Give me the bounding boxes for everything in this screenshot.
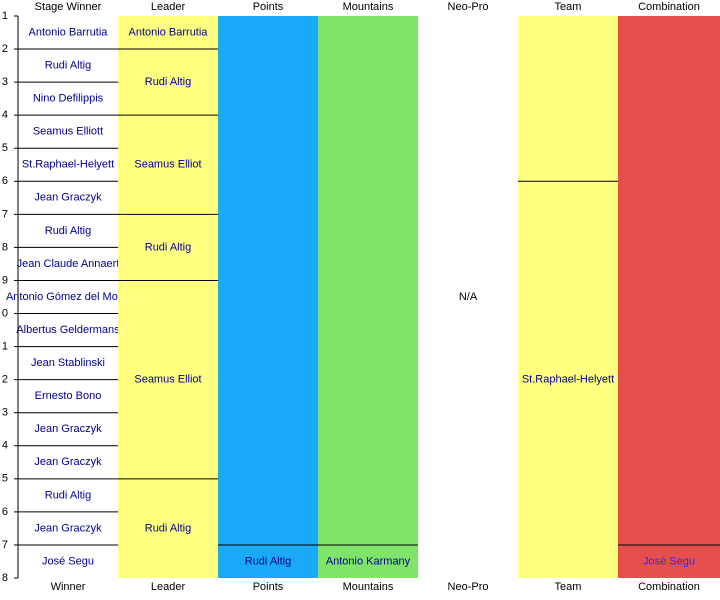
column-footer: Neo-Pro (448, 581, 489, 593)
row-label: 3 (2, 76, 8, 88)
cell-label: Seamus Elliott (33, 126, 103, 138)
cell-label: Seamus Elliot (134, 159, 201, 171)
row-label: 1 (2, 340, 8, 352)
column-header: Leader (151, 1, 186, 13)
cell-label: Rudi Altig (145, 522, 191, 534)
cell-label: Antonio Gómez del Moral (6, 291, 130, 303)
cell-label: José Segu (42, 555, 94, 567)
cell-label: N/A (459, 291, 478, 303)
cell-label: Rudi Altig (245, 555, 291, 567)
cell-label: Rudi Altig (45, 59, 91, 71)
row-label: 7 (2, 208, 8, 220)
cell-label: Jean Claude Annaert (17, 258, 120, 270)
column-header: Neo-Pro (448, 1, 489, 13)
column-bg (318, 16, 418, 578)
row-label: 5 (2, 473, 8, 485)
column-footer: Leader (151, 581, 186, 593)
cell-label: Seamus Elliot (134, 374, 201, 386)
column-footer: Combination (638, 581, 700, 593)
column-bg (418, 16, 518, 578)
row-label: 4 (2, 440, 8, 452)
column-bg (618, 16, 720, 578)
row-label: 2 (2, 374, 8, 386)
column-footer: Team (555, 581, 582, 593)
cell-label: Rudi Altig (145, 241, 191, 253)
cell-label: Rudi Altig (45, 225, 91, 237)
column-header: Combination (638, 1, 700, 13)
cell-label: Ernesto Bono (35, 390, 102, 402)
column-bg (118, 16, 218, 578)
row-label: 9 (2, 274, 8, 286)
column-header: Mountains (343, 1, 394, 13)
row-label: 1 (2, 10, 8, 22)
row-label: 5 (2, 142, 8, 154)
cell-label: Antonio Karmany (326, 555, 411, 567)
cell-label: Antonio Barrutia (29, 26, 109, 38)
row-label: 6 (2, 506, 8, 518)
column-footer: Winner (51, 581, 86, 593)
cell-label: Jean Graczyk (34, 522, 102, 534)
cell-label: St.Raphael-Helyett (22, 159, 114, 171)
row-label: 6 (2, 175, 8, 187)
cell-label: Rudi Altig (45, 489, 91, 501)
cell-label: Antonio Barrutia (129, 26, 209, 38)
column-bg (518, 16, 618, 578)
column-footer: Mountains (343, 581, 394, 593)
column-header: Stage Winner (35, 1, 102, 13)
column-header: Points (253, 1, 284, 13)
row-label: 4 (2, 109, 8, 121)
cell-label: Jean Graczyk (34, 423, 102, 435)
row-label: 8 (2, 241, 8, 253)
cell-label: Rudi Altig (145, 76, 191, 88)
cell-label: Jean Graczyk (34, 192, 102, 204)
cell-label: José Segu (643, 555, 695, 567)
row-label: 2 (2, 43, 8, 55)
cell-label: St.Raphael-Helyett (522, 374, 614, 386)
cell-label: Jean Stablinski (31, 357, 105, 369)
cell-label: Nino Defilippis (33, 93, 104, 105)
row-label: 0 (2, 307, 8, 319)
row-label: 7 (2, 539, 8, 551)
column-header: Team (555, 1, 582, 13)
row-label: 3 (2, 407, 8, 419)
column-footer: Points (253, 581, 284, 593)
cell-label: Albertus Geldermans (16, 324, 120, 336)
column-bg (18, 16, 118, 578)
row-label: 8 (2, 572, 8, 584)
cell-label: Jean Graczyk (34, 456, 102, 468)
column-bg (218, 16, 318, 578)
